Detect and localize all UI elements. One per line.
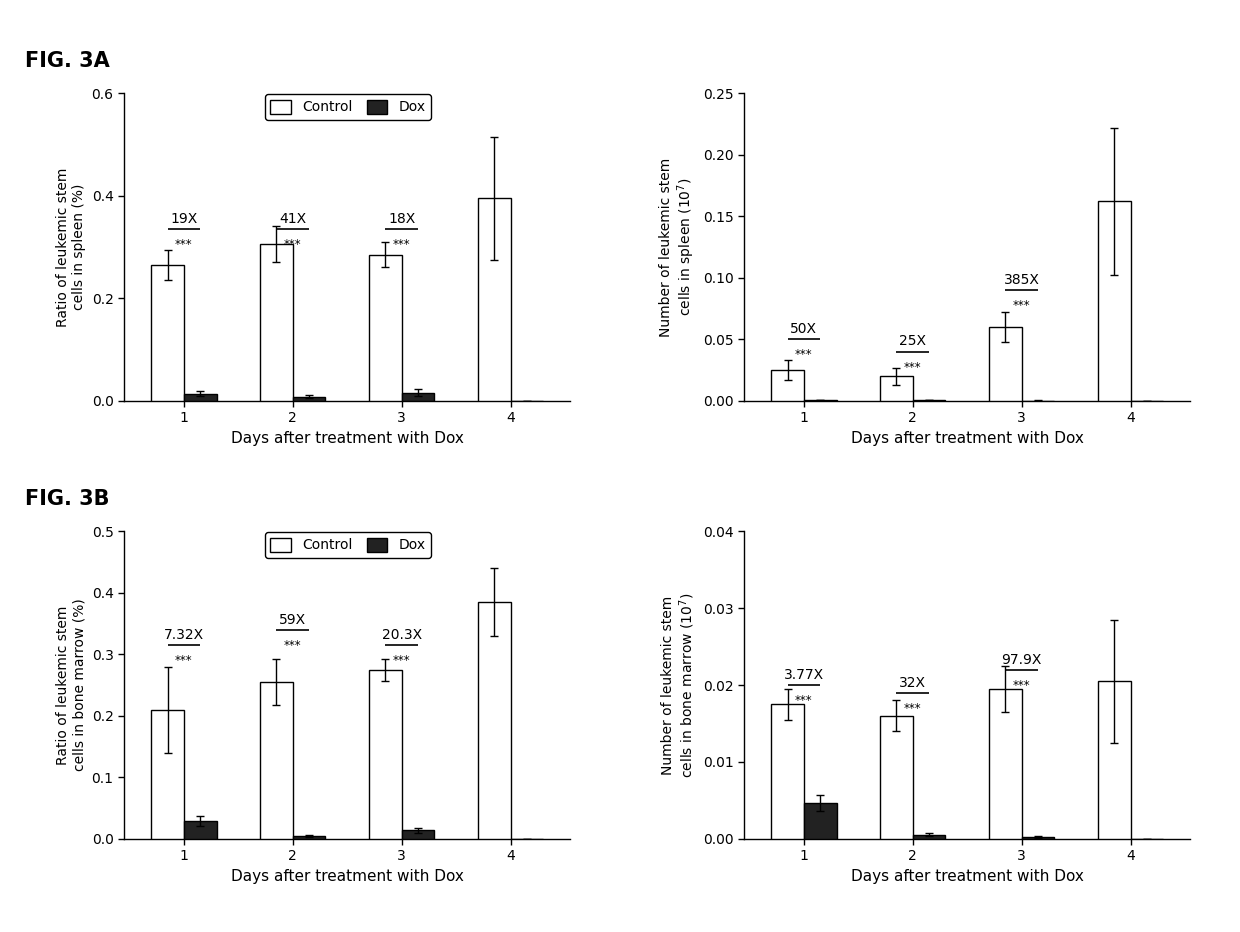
Text: 20.3X: 20.3X <box>382 628 422 642</box>
Text: 19X: 19X <box>170 212 197 226</box>
Text: ***: *** <box>284 639 301 651</box>
Y-axis label: Number of leukemic stem
cells in bone marrow (10$^7$): Number of leukemic stem cells in bone ma… <box>661 593 697 777</box>
Text: 32X: 32X <box>899 676 926 690</box>
Y-axis label: Ratio of leukemic stem
cells in bone marrow (%): Ratio of leukemic stem cells in bone mar… <box>56 598 86 772</box>
Y-axis label: Number of leukemic stem
cells in spleen (10$^7$): Number of leukemic stem cells in spleen … <box>658 158 697 336</box>
X-axis label: Days after treatment with Dox: Days after treatment with Dox <box>231 431 464 445</box>
Bar <box>370 254 402 401</box>
Bar <box>1022 837 1054 839</box>
X-axis label: Days after treatment with Dox: Days after treatment with Dox <box>851 431 1084 445</box>
Text: ***: *** <box>175 654 192 667</box>
Legend: Control, Dox: Control, Dox <box>265 94 432 120</box>
Bar <box>880 716 913 839</box>
Bar <box>184 821 217 839</box>
Text: ***: *** <box>1013 678 1030 692</box>
Bar <box>184 393 217 401</box>
Bar <box>913 835 945 839</box>
Bar <box>477 602 511 839</box>
Text: ***: *** <box>393 239 410 252</box>
Text: 25X: 25X <box>899 335 926 349</box>
Bar <box>151 265 184 401</box>
Text: 50X: 50X <box>790 322 817 336</box>
Bar <box>402 392 434 401</box>
Bar <box>293 397 325 401</box>
Text: ***: *** <box>1013 299 1030 312</box>
Text: 59X: 59X <box>279 612 306 626</box>
Text: ***: *** <box>284 239 301 252</box>
Text: 41X: 41X <box>279 212 306 226</box>
Bar <box>477 199 511 401</box>
Bar <box>771 705 804 839</box>
Bar <box>370 669 402 839</box>
Text: 18X: 18X <box>388 212 415 226</box>
Bar <box>913 400 945 401</box>
Bar <box>990 689 1022 839</box>
Text: ***: *** <box>904 702 921 715</box>
Text: ***: *** <box>393 654 410 667</box>
Bar <box>1097 201 1131 401</box>
Legend: Control, Dox: Control, Dox <box>265 532 432 558</box>
Y-axis label: Ratio of leukemic stem
cells in spleen (%): Ratio of leukemic stem cells in spleen (… <box>56 167 86 327</box>
Bar <box>151 709 184 839</box>
Bar <box>260 682 293 839</box>
Text: 97.9X: 97.9X <box>1002 652 1042 666</box>
Text: ***: *** <box>795 349 812 362</box>
Text: FIG. 3A: FIG. 3A <box>25 51 109 71</box>
Bar <box>880 377 913 401</box>
Text: 385X: 385X <box>1003 273 1039 287</box>
Bar <box>1097 681 1131 839</box>
Text: 7.32X: 7.32X <box>164 628 203 642</box>
X-axis label: Days after treatment with Dox: Days after treatment with Dox <box>231 869 464 884</box>
Bar <box>260 244 293 401</box>
Bar <box>402 830 434 839</box>
Text: FIG. 3B: FIG. 3B <box>25 489 109 509</box>
Bar <box>990 327 1022 401</box>
Text: ***: *** <box>795 694 812 707</box>
X-axis label: Days after treatment with Dox: Days after treatment with Dox <box>851 869 1084 884</box>
Bar <box>771 370 804 401</box>
Text: ***: *** <box>904 361 921 374</box>
Bar <box>293 836 325 839</box>
Bar <box>804 803 837 839</box>
Text: 3.77X: 3.77X <box>784 668 823 682</box>
Text: ***: *** <box>175 239 192 252</box>
